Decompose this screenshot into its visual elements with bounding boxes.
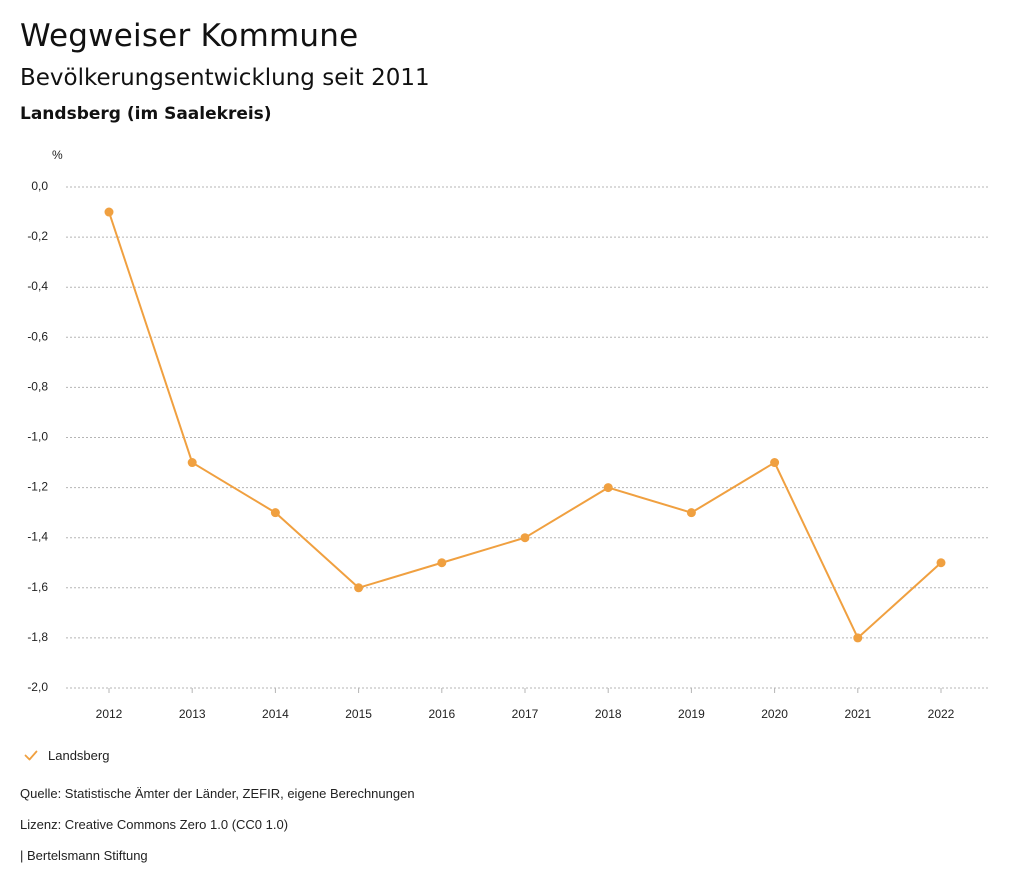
y-tick-label: -1,4 <box>27 530 48 544</box>
data-point[interactable]: 2021: -1,8 % <box>853 633 863 643</box>
x-tick-label: 2017 <box>512 707 539 721</box>
x-tick-label: 2018 <box>595 707 622 721</box>
checkmark-icon <box>24 750 38 761</box>
y-tick-label: -0,2 <box>27 229 48 243</box>
publisher-note: | Bertelsmann Stiftung <box>20 848 148 863</box>
grid-lines <box>66 186 990 689</box>
legend[interactable]: Landsberg <box>24 745 109 765</box>
y-axis: % 0,0 -0,2 -0,4 -0,6 -0,8 -1,0 -1,2 -1,4 -1,6 -1,… <box>27 148 63 694</box>
data-point[interactable]: 2015: -1,6 % <box>354 583 364 593</box>
x-tick-label: 2022 <box>928 707 955 721</box>
data-point[interactable]: 2019: -1,3 % <box>686 508 696 518</box>
x-tick-label: 2016 <box>428 707 455 721</box>
y-tick-label: -1,0 <box>27 430 48 444</box>
y-tick-label: -1,8 <box>27 630 48 644</box>
license-note: Lizenz: Creative Commons Zero 1.0 (CC0 1… <box>20 817 289 832</box>
data-point[interactable]: 2022: -1,5 % <box>936 558 946 568</box>
x-tick-label: 2019 <box>678 707 705 721</box>
x-tick-label: 2015 <box>345 707 372 721</box>
page-title: Wegweiser Kommune <box>20 18 359 54</box>
y-tick-label: -1,2 <box>27 480 48 494</box>
data-point[interactable]: 2018: -1,2 % <box>603 483 613 493</box>
series-line-landsberg <box>108 211 942 639</box>
data-point[interactable]: 2016: -1,5 % <box>437 558 447 568</box>
y-tick-label: -0,4 <box>27 279 48 293</box>
x-tick-label: 2012 <box>96 707 123 721</box>
x-tick-label: 2013 <box>179 707 206 721</box>
chart-subtitle: Bevölkerungsentwicklung seit 2011 <box>20 65 430 91</box>
data-point[interactable]: 2017: -1,4 % <box>520 533 530 543</box>
y-tick-label: -0,8 <box>27 379 48 393</box>
data-point[interactable]: 2014: -1,3 % <box>270 508 280 518</box>
data-point[interactable]: 2013: -1,1 % <box>187 458 197 468</box>
y-tick-label: -2,0 <box>27 680 48 694</box>
region-label: Landsberg (im Saalekreis) <box>20 104 272 124</box>
x-tick-label: 2014 <box>262 707 289 721</box>
y-tick-label: -0,6 <box>27 329 48 343</box>
y-axis-unit-label: % <box>52 148 63 162</box>
data-point[interactable]: 2012: -0,1 % <box>104 207 114 217</box>
x-tick-label: 2020 <box>761 707 788 721</box>
x-tick-label: 2021 <box>844 707 871 721</box>
x-axis: 2012 2013 2014 2015 2016 2017 2018 2019 2020 2021… <box>96 688 955 721</box>
legend-item-label: Landsberg <box>48 747 110 763</box>
data-point[interactable]: 2020: -1,1 % <box>770 458 780 468</box>
series-layer: 2012: -0,1 % 2013: -1,1 % 2014: -1,3 % 2015… <box>104 207 946 643</box>
source-note: Quelle: Statistische Ämter der Länder, Z… <box>20 786 415 801</box>
y-tick-label: 0,0 <box>31 179 48 193</box>
y-tick-label: -1,6 <box>27 580 48 594</box>
